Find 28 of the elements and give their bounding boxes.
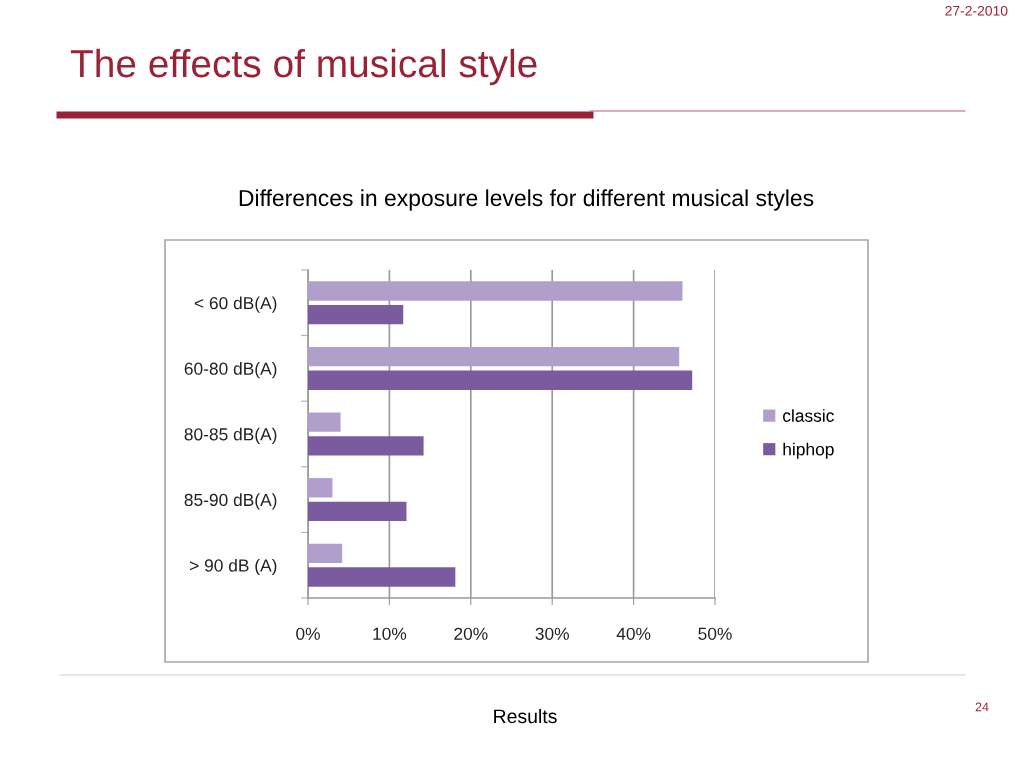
bar <box>308 370 693 390</box>
x-tick-label: 10% <box>373 627 407 640</box>
bar <box>308 412 341 432</box>
y-tick-label: 80-85 dB(A) <box>184 427 277 444</box>
legend-label: classic <box>783 409 834 422</box>
x-tick-label: 40% <box>616 627 651 640</box>
x-tick-label: 30% <box>535 627 569 640</box>
bar <box>308 436 424 456</box>
x-tick-label: 20% <box>454 627 488 640</box>
y-tick-label: < 60 dB(A) <box>194 296 277 313</box>
y-tick-label: 60-80 dB(A) <box>184 362 277 379</box>
bar <box>308 543 343 564</box>
y-tick-label: 85-90 dB(A) <box>184 493 277 510</box>
bar <box>308 501 407 522</box>
text: 24 <box>975 702 989 712</box>
legend-label: hiphop <box>783 442 834 459</box>
bar <box>308 346 680 367</box>
bar <box>308 304 404 325</box>
bar <box>308 281 683 301</box>
text: Results <box>494 708 557 724</box>
x-tick-label: 0% <box>296 627 320 640</box>
bar <box>308 478 333 498</box>
chart-subtitle: Differences in exposure levels for different musical styles <box>239 189 814 211</box>
x-tick-label: 50% <box>698 627 732 640</box>
chart-title: The effects of musical style <box>70 48 537 86</box>
text: 27-2-2010 <box>945 5 1008 16</box>
bar <box>308 567 456 587</box>
y-tick-label: > 90 dB (A) <box>190 558 277 576</box>
